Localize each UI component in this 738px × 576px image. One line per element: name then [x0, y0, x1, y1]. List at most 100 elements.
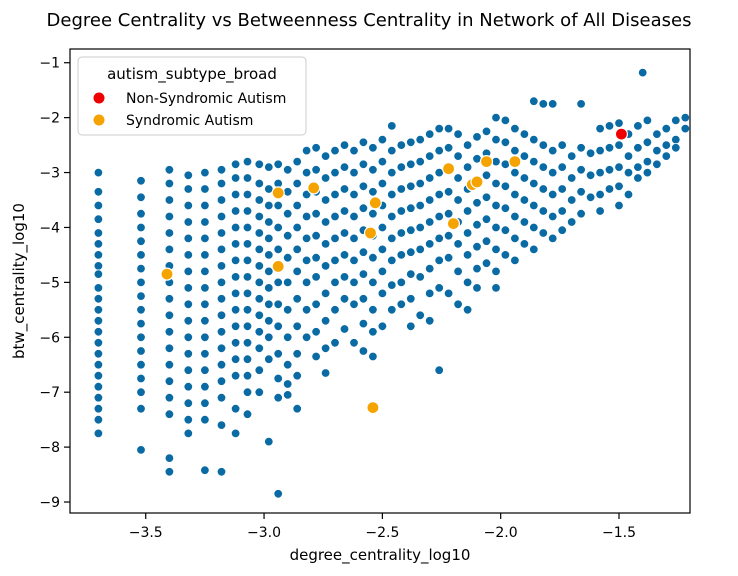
- point-series-0-339: [434, 365, 444, 375]
- point-series-0-376: [481, 214, 492, 224]
- point-series-0-415: [538, 99, 549, 109]
- point-series-0-238: [330, 277, 340, 288]
- point-series-0-72: [183, 382, 194, 392]
- point-series-0-231: [320, 368, 331, 378]
- point-series-0-417: [538, 162, 549, 172]
- point-series-0-101: [216, 294, 227, 304]
- point-series-0-148: [254, 261, 264, 271]
- point-series-0-143: [254, 178, 264, 189]
- point-series-0-84: [200, 299, 210, 310]
- point-series-0-292: [387, 211, 397, 222]
- point-series-0-121: [230, 338, 241, 348]
- x-tick-label-2: −2.5: [365, 525, 399, 541]
- point-series-0-162: [264, 266, 274, 277]
- point-series-0-177: [273, 349, 283, 359]
- point-series-0-317: [415, 200, 425, 211]
- point-series-0-133: [242, 272, 253, 282]
- point-series-0-338: [434, 283, 444, 293]
- point-series-0-0: [93, 167, 104, 178]
- point-series-0-86: [200, 332, 210, 343]
- point-series-0-269: [368, 143, 378, 153]
- x-tick-label-4: −1.5: [602, 525, 636, 541]
- point-series-0-277: [368, 327, 378, 337]
- point-series-0-406: [519, 217, 530, 227]
- point-series-0-78: [200, 200, 210, 211]
- point-series-0-1: [93, 187, 104, 197]
- point-series-0-195: [292, 222, 302, 233]
- point-series-0-401: [510, 255, 520, 266]
- point-series-0-457: [614, 200, 624, 211]
- point-series-0-283: [377, 222, 388, 233]
- point-series-0-147: [254, 244, 264, 255]
- point-series-0-114: [230, 222, 241, 233]
- y-tick-label-3: −6: [39, 330, 60, 346]
- point-series-0-385: [491, 244, 501, 255]
- point-series-0-403: [519, 151, 530, 161]
- point-series-0-420: [538, 228, 549, 238]
- point-series-0-348: [453, 129, 463, 139]
- legend: autism_subtype_broad Non-Syndromic Autis…: [77, 56, 307, 136]
- point-series-1-4: [368, 196, 382, 210]
- point-series-0-319: [415, 244, 425, 255]
- point-series-1-8: [446, 217, 460, 231]
- point-series-0-463: [633, 143, 643, 153]
- point-series-0-465: [633, 173, 643, 183]
- point-series-0-151: [254, 310, 264, 321]
- point-series-0-218: [311, 272, 321, 282]
- point-series-0-429: [557, 184, 567, 194]
- points-layer: [93, 67, 691, 499]
- point-series-0-113: [230, 206, 241, 216]
- point-series-0-259: [358, 137, 369, 148]
- point-series-0-244: [339, 206, 350, 216]
- point-series-0-476: [661, 151, 672, 161]
- point-series-0-396: [510, 145, 520, 156]
- point-series-0-313: [406, 321, 416, 332]
- point-series-0-404: [519, 173, 530, 183]
- point-series-0-168: [264, 436, 274, 447]
- point-series-0-427: [557, 140, 567, 150]
- point-series-0-66: [183, 283, 194, 293]
- point-series-0-274: [368, 253, 378, 263]
- point-series-0-356: [462, 140, 473, 150]
- point-series-0-399: [510, 211, 520, 222]
- point-series-0-3: [93, 214, 104, 224]
- point-series-0-361: [462, 250, 473, 260]
- point-series-0-22: [93, 428, 104, 439]
- point-series-0-93: [216, 165, 227, 175]
- point-series-0-103: [216, 327, 227, 337]
- point-series-0-314: [415, 134, 425, 145]
- point-series-0-140: [242, 387, 253, 397]
- point-series-0-202: [292, 404, 302, 414]
- point-series-0-73: [183, 398, 194, 408]
- point-series-0-187: [283, 305, 293, 315]
- point-series-0-419: [538, 206, 549, 216]
- point-series-0-104: [216, 343, 227, 354]
- point-series-0-42: [164, 178, 175, 189]
- point-series-0-407: [519, 239, 530, 249]
- point-series-0-455: [614, 162, 624, 172]
- point-series-0-387: [491, 283, 501, 293]
- point-series-0-7: [93, 261, 104, 271]
- point-series-0-65: [183, 266, 194, 277]
- point-series-0-194: [292, 200, 302, 211]
- point-series-0-377: [481, 236, 492, 246]
- point-series-0-370: [472, 263, 482, 274]
- point-series-0-125: [230, 428, 241, 439]
- point-series-0-412: [529, 200, 539, 211]
- y-axis: −9 −8 −7 −6 −5 −4 −3 −2 −1: [39, 56, 70, 511]
- point-series-0-293: [387, 233, 397, 244]
- point-series-0-6: [93, 250, 104, 260]
- point-series-0-439: [576, 187, 586, 197]
- point-series-0-192: [292, 156, 302, 167]
- point-series-0-122: [230, 354, 241, 364]
- y-tick-label-4: −5: [39, 275, 60, 291]
- point-series-0-469: [642, 156, 653, 167]
- point-series-0-428: [557, 162, 567, 172]
- point-series-0-335: [434, 211, 444, 222]
- point-series-0-55: [164, 393, 175, 403]
- y-tick-label-5: −4: [39, 220, 60, 236]
- point-series-0-291: [387, 189, 397, 200]
- point-series-0-81: [200, 250, 210, 260]
- point-series-0-246: [339, 250, 350, 260]
- point-series-0-20: [93, 404, 104, 414]
